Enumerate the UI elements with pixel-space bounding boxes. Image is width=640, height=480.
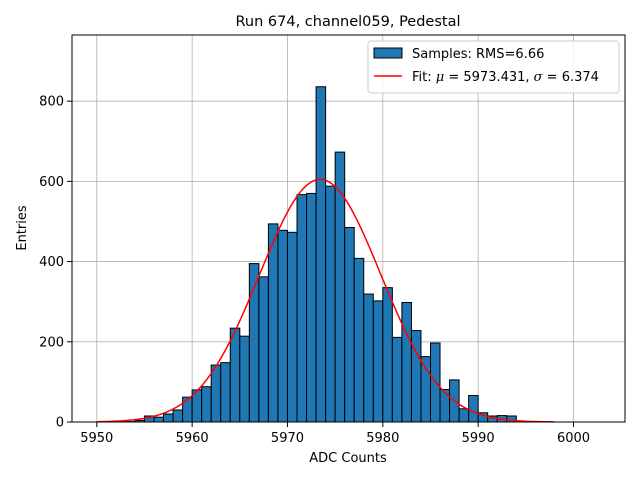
x-tick-label: 5950: [80, 431, 113, 446]
x-tick-label: 5970: [271, 431, 304, 446]
histogram-bar: [172, 409, 184, 423]
histogram-bar: [296, 194, 308, 423]
histogram-bar: [420, 356, 431, 423]
x-tick-label: 5990: [462, 431, 495, 446]
histogram-bar: [210, 364, 222, 423]
histogram-bar: [286, 231, 298, 423]
y-tick-label: 0: [56, 416, 64, 431]
histogram-bar: [439, 389, 451, 423]
x-tick-label: 6000: [557, 431, 590, 446]
legend-fit-label: Fit: μ = 5973.431, σ = 6.374: [412, 70, 599, 85]
histogram-bar: [267, 223, 279, 423]
histogram-bar: [306, 192, 317, 423]
y-tick-label: 800: [39, 95, 64, 110]
y-tick-label: 200: [39, 335, 64, 350]
histogram-bar: [382, 287, 393, 423]
histogram-bar: [182, 396, 193, 423]
histogram-bar: [239, 335, 250, 423]
histogram-bar: [401, 301, 412, 423]
histogram-bar: [363, 293, 374, 423]
legend-fit-mu-symbol: μ: [436, 70, 444, 85]
legend-box: [367, 40, 620, 94]
x-tick-label: 5980: [366, 431, 399, 446]
histogram-bar: [163, 413, 174, 423]
x-axis-label: ADC Counts: [309, 451, 387, 466]
legend-samples-patch: [373, 47, 403, 59]
y-tick-label: 400: [39, 255, 64, 270]
legend-fit-mu-value: = 5973.431,: [444, 70, 533, 85]
histogram-bar: [353, 257, 365, 423]
fit-curve: [96, 178, 555, 423]
legend-fit-sigma-value: = 6.374: [543, 70, 599, 85]
y-ticks: 0 200 400 600 800: [39, 95, 72, 431]
legend-fit-prefix: Fit:: [412, 70, 436, 85]
legend: Samples: RMS=6.66 Fit: μ = 5973.431, σ =…: [367, 40, 620, 94]
histogram-bar: [372, 300, 384, 423]
histogram-bar: [220, 362, 231, 423]
histogram-bar: [258, 276, 269, 423]
plot-frame: [71, 34, 626, 423]
histogram-bar: [229, 327, 241, 423]
histogram-bar: [468, 395, 479, 423]
histogram-bar: [201, 386, 212, 423]
y-tick-label: 600: [39, 175, 64, 190]
histogram-bar: [325, 185, 336, 423]
histogram-bar: [315, 86, 327, 423]
histogram-bar: [277, 229, 288, 423]
legend-fit-sigma-symbol: σ: [534, 70, 544, 85]
chart-title: Run 674, channel059, Pedestal: [235, 14, 460, 30]
histogram-bar: [153, 416, 165, 423]
histogram-bar: [458, 408, 470, 423]
histogram-bar: [410, 330, 422, 423]
legend-samples-label: Samples: RMS=6.66: [412, 47, 544, 62]
histogram-bar: [391, 336, 403, 423]
histogram-bars: [115, 86, 517, 423]
y-axis-label: Entries: [15, 205, 30, 251]
histogram-bar: [344, 226, 355, 423]
x-ticks: 5950 5960 5970 5980 5990 6000: [80, 422, 590, 446]
x-tick-label: 5960: [176, 431, 209, 446]
